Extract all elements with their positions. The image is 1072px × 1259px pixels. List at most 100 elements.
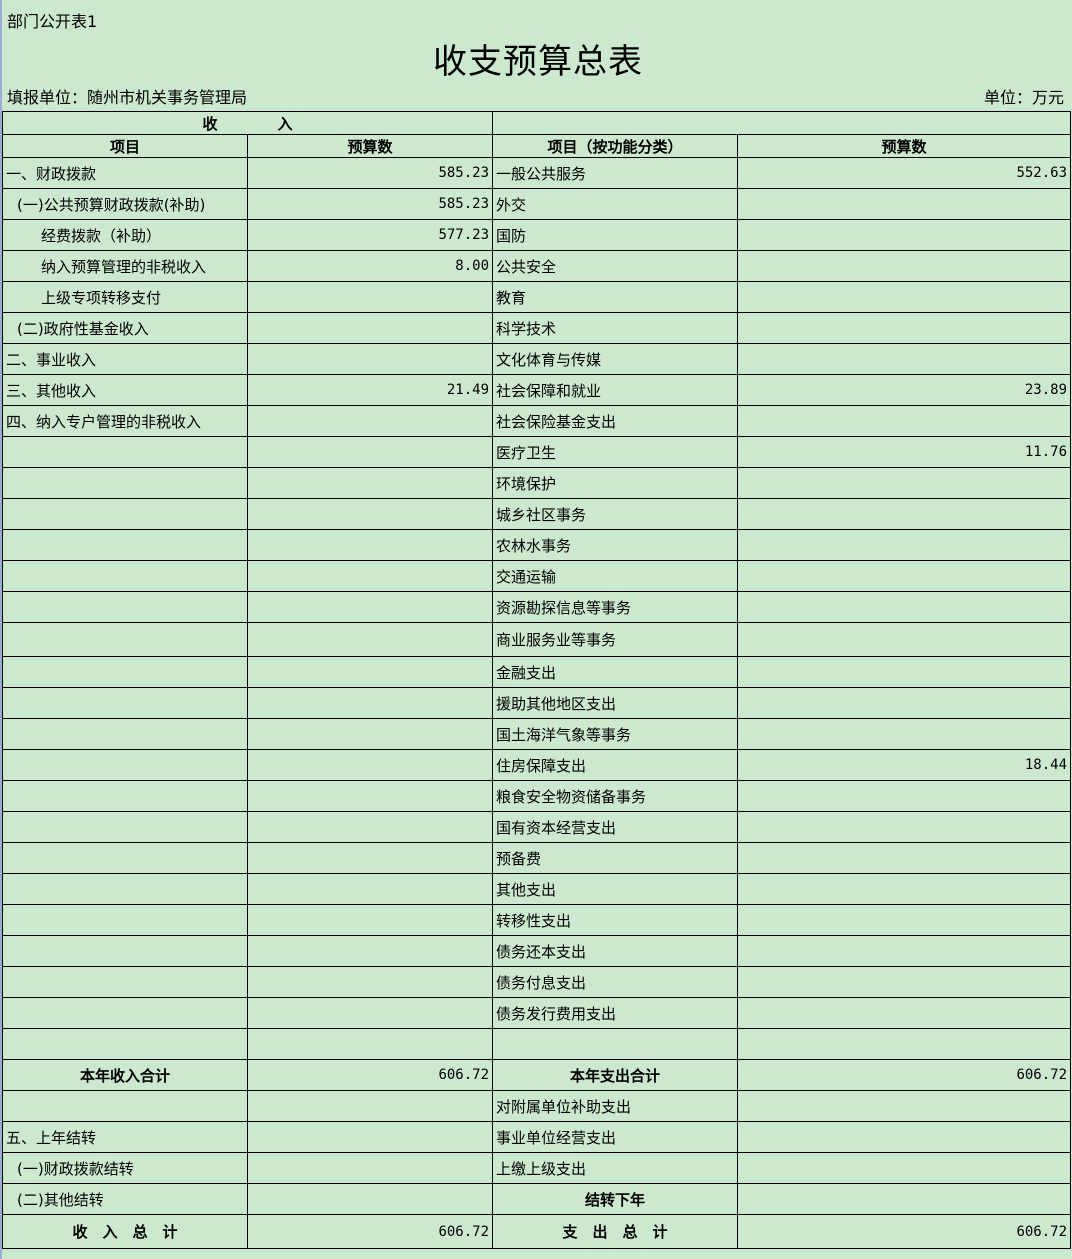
expense-value[interactable] (737, 997, 1072, 1029)
expense-value[interactable]: 606.72 (737, 1214, 1072, 1249)
income-item[interactable] (2, 1028, 248, 1060)
income-item[interactable]: (二)其他结转 (2, 1183, 248, 1215)
income-value[interactable] (246, 1090, 494, 1122)
expense-value[interactable] (737, 219, 1072, 251)
expense-item[interactable]: 结转下年 (492, 1183, 739, 1215)
expense-value[interactable] (737, 935, 1072, 967)
expense-value[interactable]: 18.44 (737, 749, 1072, 781)
expense-item[interactable]: 其他支出 (492, 873, 739, 905)
expense-item[interactable]: 债务付息支出 (492, 966, 739, 998)
income-item[interactable]: 五、上年结转 (2, 1121, 248, 1153)
expense-value[interactable] (737, 1028, 1072, 1060)
income-value[interactable] (246, 591, 494, 623)
income-item[interactable] (2, 997, 248, 1029)
expense-item[interactable]: 支 出 总 计 (492, 1214, 739, 1249)
income-item[interactable] (2, 498, 248, 530)
income-value[interactable] (246, 904, 494, 936)
expense-value[interactable] (737, 560, 1072, 592)
expense-item[interactable]: 债务发行费用支出 (492, 997, 739, 1029)
expense-item[interactable]: 科学技术 (492, 312, 739, 344)
expense-value[interactable] (737, 312, 1072, 344)
expense-item[interactable]: 商业服务业等事务 (492, 622, 739, 657)
income-value[interactable]: 577.23 (246, 219, 494, 251)
income-value[interactable] (246, 1028, 494, 1060)
income-item[interactable] (2, 622, 248, 657)
income-value[interactable]: 585.23 (246, 188, 494, 220)
expense-value[interactable] (737, 687, 1072, 719)
income-item[interactable]: (一)公共预算财政拨款(补助) (2, 188, 248, 220)
income-value[interactable] (246, 498, 494, 530)
expense-item[interactable]: 粮食安全物资储备事务 (492, 780, 739, 812)
expense-item[interactable]: 援助其他地区支出 (492, 687, 739, 719)
income-value[interactable] (246, 811, 494, 843)
expense-value[interactable] (737, 718, 1072, 750)
income-value[interactable] (246, 935, 494, 967)
income-item[interactable]: 二、事业收入 (2, 343, 248, 375)
income-item[interactable] (2, 718, 248, 750)
expense-item[interactable]: 金融支出 (492, 656, 739, 688)
income-item[interactable]: 收 入 总 计 (2, 1214, 248, 1249)
income-item[interactable] (2, 873, 248, 905)
expense-item[interactable]: 本年支出合计 (492, 1059, 739, 1091)
income-item[interactable] (2, 436, 248, 468)
expense-value[interactable] (737, 529, 1072, 561)
income-value[interactable] (246, 1121, 494, 1153)
expense-item[interactable]: 资源勘探信息等事务 (492, 591, 739, 623)
income-item[interactable]: 一、财政拨款 (2, 157, 248, 189)
expense-value[interactable] (737, 343, 1072, 375)
expense-item[interactable]: 国土海洋气象等事务 (492, 718, 739, 750)
income-item[interactable]: 经费拨款（补助） (2, 219, 248, 251)
expense-value[interactable] (737, 591, 1072, 623)
expense-value[interactable] (737, 811, 1072, 843)
income-value[interactable] (246, 842, 494, 874)
income-item[interactable] (2, 467, 248, 499)
expense-value[interactable]: 23.89 (737, 374, 1072, 406)
income-value[interactable] (246, 312, 494, 344)
income-item[interactable] (2, 749, 248, 781)
expense-item[interactable]: 国有资本经营支出 (492, 811, 739, 843)
income-value[interactable] (246, 873, 494, 905)
expense-value[interactable] (737, 966, 1072, 998)
expense-item[interactable]: 医疗卫生 (492, 436, 739, 468)
income-item[interactable] (2, 529, 248, 561)
expense-value[interactable] (737, 188, 1072, 220)
income-value[interactable] (246, 1183, 494, 1215)
income-value[interactable] (246, 687, 494, 719)
expense-value[interactable] (737, 1090, 1072, 1122)
income-value[interactable] (246, 529, 494, 561)
expense-item[interactable]: 社会保障和就业 (492, 374, 739, 406)
expense-item[interactable]: 交通运输 (492, 560, 739, 592)
income-value[interactable] (246, 622, 494, 657)
expense-item[interactable]: 一般公共服务 (492, 157, 739, 189)
income-value[interactable] (246, 780, 494, 812)
income-item[interactable] (2, 591, 248, 623)
expense-item[interactable]: 事业单位经营支出 (492, 1121, 739, 1153)
expense-value[interactable] (737, 1121, 1072, 1153)
expense-value[interactable] (737, 250, 1072, 282)
expense-item[interactable] (492, 1028, 739, 1060)
income-value[interactable] (246, 749, 494, 781)
income-item[interactable]: (二)政府性基金收入 (2, 312, 248, 344)
expense-value[interactable]: 552.63 (737, 157, 1072, 189)
expense-value[interactable] (737, 842, 1072, 874)
expense-value[interactable] (737, 1183, 1072, 1215)
income-item[interactable] (2, 904, 248, 936)
income-item[interactable]: 纳入预算管理的非税收入 (2, 250, 248, 282)
income-item[interactable] (2, 842, 248, 874)
income-value[interactable] (246, 405, 494, 437)
expense-value[interactable] (737, 622, 1072, 657)
income-value[interactable] (246, 718, 494, 750)
expense-item[interactable]: 公共安全 (492, 250, 739, 282)
expense-item[interactable]: 城乡社区事务 (492, 498, 739, 530)
income-item[interactable]: 四、纳入专户管理的非税收入 (2, 405, 248, 437)
income-item[interactable] (2, 935, 248, 967)
income-value[interactable] (246, 343, 494, 375)
expense-value[interactable] (737, 1152, 1072, 1184)
expense-item[interactable]: 国防 (492, 219, 739, 251)
expense-item[interactable]: 转移性支出 (492, 904, 739, 936)
income-item[interactable]: 三、其他收入 (2, 374, 248, 406)
expense-value[interactable] (737, 281, 1072, 313)
income-item[interactable] (2, 560, 248, 592)
income-value[interactable] (246, 656, 494, 688)
income-value[interactable] (246, 966, 494, 998)
